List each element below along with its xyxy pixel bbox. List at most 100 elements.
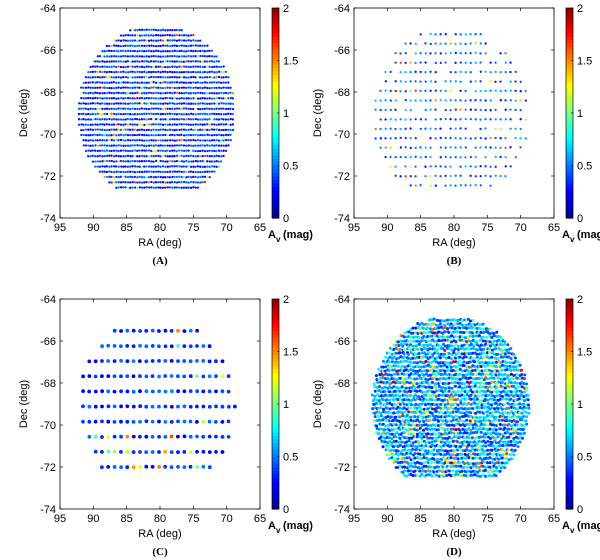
data-point [133, 144, 137, 147]
data-point [430, 460, 434, 464]
data-point [220, 435, 225, 439]
data-point [373, 394, 377, 398]
axes-frame [353, 7, 555, 219]
data-point [397, 424, 401, 428]
data-point [119, 465, 123, 470]
colorbar-segment [566, 151, 573, 156]
data-point [140, 34, 144, 37]
data-point [450, 340, 453, 344]
data-point [215, 96, 218, 100]
data-point [203, 170, 207, 174]
data-point [196, 75, 200, 79]
data-point [475, 343, 479, 347]
data-point [112, 60, 116, 63]
data-point [140, 165, 144, 168]
data-point [227, 123, 230, 126]
data-point [105, 70, 109, 74]
data-point [206, 92, 209, 95]
data-point [96, 86, 99, 89]
data-point [512, 374, 516, 377]
data-point [105, 76, 109, 79]
data-point [469, 466, 473, 470]
data-point [474, 146, 477, 149]
data-point [499, 80, 502, 83]
data-point [510, 457, 513, 461]
data-point [161, 60, 165, 63]
colorbar-segment [566, 106, 573, 111]
data-point [430, 427, 434, 431]
data-point [87, 96, 90, 100]
colorbar-segment [272, 453, 279, 458]
data-point [409, 390, 413, 393]
data-point [483, 419, 487, 423]
data-point [182, 86, 186, 89]
data-point [105, 91, 109, 95]
data-point [147, 154, 151, 158]
data-point [136, 176, 139, 179]
data-point [420, 432, 424, 436]
data-point [152, 28, 155, 31]
data-point [463, 352, 466, 356]
data-point [434, 80, 437, 83]
data-point [169, 374, 174, 378]
data-point [443, 326, 447, 329]
data-point [515, 373, 519, 377]
data-point [154, 128, 158, 132]
data-point [147, 186, 151, 189]
data-point [194, 44, 197, 47]
data-point [87, 81, 90, 84]
data-point [402, 431, 406, 435]
data-point [98, 144, 102, 147]
data-point [402, 352, 406, 356]
data-point [503, 342, 507, 346]
data-point [456, 344, 460, 348]
data-point [105, 97, 109, 100]
data-point [115, 186, 118, 189]
data-point [527, 406, 531, 410]
data-point [178, 81, 181, 84]
data-point [454, 352, 458, 356]
data-point [203, 165, 207, 168]
data-point [428, 414, 432, 418]
data-point [523, 377, 527, 381]
data-point [516, 407, 520, 411]
data-point [513, 386, 517, 390]
data-point [150, 404, 155, 409]
data-point [145, 133, 148, 137]
data-point [497, 335, 501, 338]
colorbar-segment [272, 369, 279, 374]
data-point [507, 402, 511, 406]
data-point [133, 86, 137, 89]
data-point [484, 127, 487, 130]
data-point [126, 107, 130, 110]
data-point [175, 118, 179, 121]
data-point [164, 128, 167, 132]
data-point [384, 118, 387, 121]
data-point [428, 451, 432, 455]
data-point [152, 139, 155, 142]
data-point [459, 42, 462, 45]
data-point [213, 107, 216, 111]
data-point [456, 348, 460, 351]
data-point [484, 156, 487, 159]
data-point [143, 65, 146, 69]
data-point [445, 414, 449, 418]
data-point [112, 112, 116, 116]
data-point [520, 390, 524, 394]
data-point [122, 86, 125, 89]
data-point [180, 128, 183, 131]
data-point [414, 184, 417, 187]
data-point [161, 112, 165, 116]
colorbar-segment [272, 435, 279, 440]
data-point [458, 390, 462, 394]
data-point [154, 97, 158, 100]
data-point [488, 361, 492, 365]
data-point [396, 449, 400, 453]
data-point [222, 118, 225, 121]
data-point [136, 165, 139, 168]
data-point [106, 389, 111, 394]
data-point [454, 435, 458, 439]
data-point [189, 186, 193, 189]
data-point [434, 386, 438, 390]
y-tick-label: -74 [40, 213, 56, 225]
